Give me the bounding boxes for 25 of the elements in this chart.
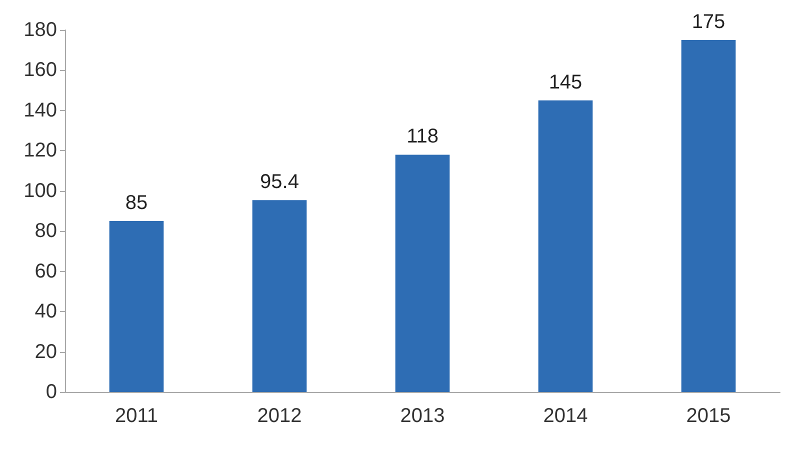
y-tick-label: 140 [24, 99, 57, 122]
x-tick-label: 2011 [114, 405, 158, 427]
data-label: 95.4 [260, 171, 299, 194]
bar [395, 154, 450, 392]
x-tick-label: 2014 [543, 405, 588, 427]
x-tick-label: 2015 [686, 405, 731, 427]
data-label: 118 [406, 126, 438, 148]
y-tick-label: 120 [24, 140, 57, 162]
bar [252, 200, 307, 392]
y-tick-label: 80 [34, 220, 57, 242]
data-label: 145 [548, 71, 582, 94]
bar [109, 221, 164, 392]
y-tick-label: 20 [34, 340, 57, 363]
bar [538, 100, 593, 392]
x-tick-label: 2013 [400, 405, 445, 427]
y-tick-label: 100 [24, 180, 57, 202]
y-tick-label: 60 [34, 260, 57, 282]
bar [681, 40, 736, 392]
data-label: 175 [692, 11, 726, 34]
y-tick-label: 0 [46, 381, 57, 403]
data-label: 85 [125, 192, 148, 214]
y-tick-label: 180 [24, 19, 57, 41]
x-tick-label: 2012 [257, 405, 302, 427]
y-tick-label: 40 [34, 300, 57, 323]
y-tick-label: 160 [24, 59, 57, 82]
